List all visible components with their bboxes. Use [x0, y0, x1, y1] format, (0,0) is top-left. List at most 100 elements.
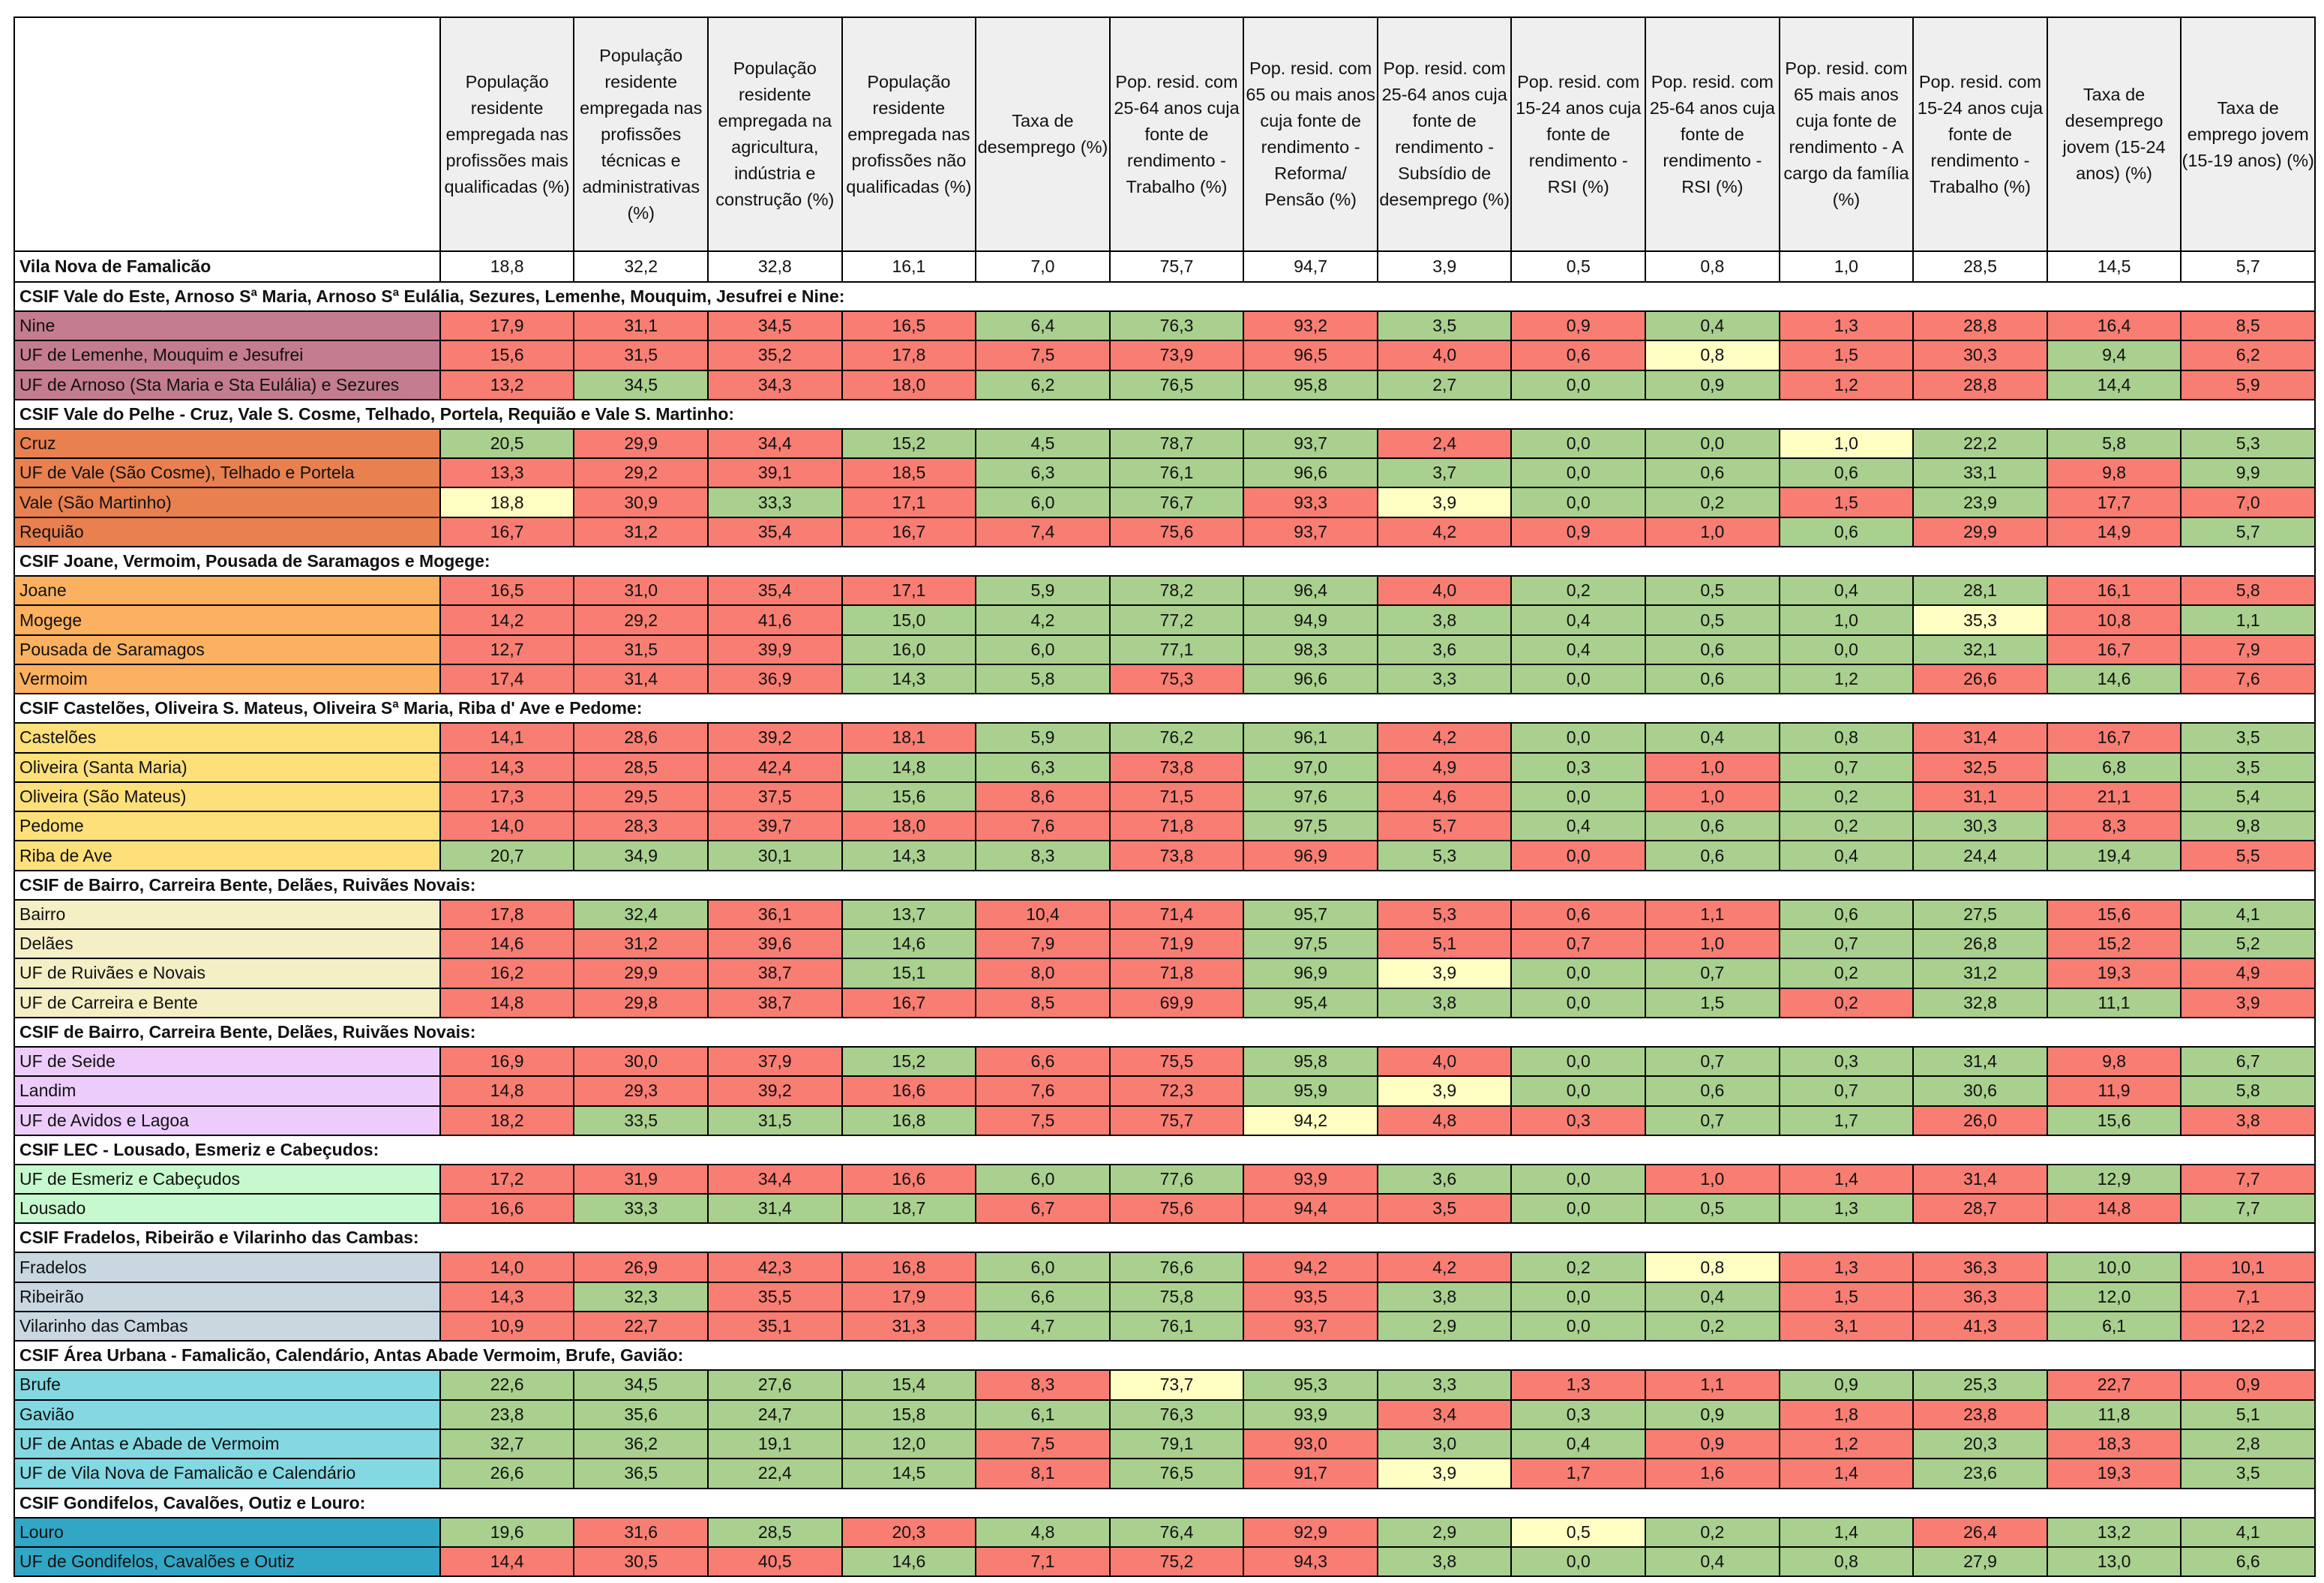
table-cell: 6,3	[975, 751, 1111, 783]
table-cell: 17,7	[2046, 487, 2182, 518]
group-header-row: CSIF Fradelos, Ribeirão e Vilarinho das …	[13, 1222, 2316, 1254]
table-cell: 39,7	[707, 811, 843, 842]
table-cell: 71,5	[1108, 781, 1245, 813]
table-cell: 34,5	[573, 1369, 709, 1401]
table-cell: 1,2	[1778, 369, 1915, 400]
table-cell: 16,7	[841, 987, 977, 1018]
row-label: UF de Carreira e Bente	[13, 987, 441, 1018]
table-cell: 0,6	[1510, 898, 1647, 931]
table-cell: 1,6	[1645, 1458, 1780, 1489]
group-title: CSIF Joane, Vermoim, Pousada de Saramago…	[13, 546, 2316, 577]
table-cell: 14,6	[841, 928, 977, 960]
table-cell: 12,0	[2046, 1281, 2182, 1313]
table-cell: 15,6	[2046, 1105, 2182, 1136]
table-cell: 0,7	[1778, 928, 1915, 960]
table-cell: 5,9	[2180, 369, 2316, 400]
table-cell: 13,0	[2046, 1546, 2182, 1578]
table-cell: 1,0	[1778, 250, 1915, 283]
table-cell: 26,6	[439, 1458, 575, 1489]
table-cell: 4,5	[975, 427, 1111, 460]
table-cell: 3,3	[1376, 663, 1513, 695]
table-cell: 6,6	[975, 1045, 1111, 1078]
table-cell: 4,0	[1376, 575, 1513, 607]
table-cell: 5,3	[2180, 427, 2316, 460]
header-corner	[13, 16, 441, 252]
table-cell: 30,5	[573, 1546, 709, 1578]
table-cell: 36,1	[707, 898, 843, 931]
table-cell: 73,7	[1108, 1369, 1245, 1401]
table-cell: 0,2	[1778, 987, 1915, 1018]
table-cell: 0,3	[1778, 1045, 1915, 1078]
table-cell: 0,9	[1510, 310, 1647, 342]
table-cell: 13,2	[439, 369, 575, 400]
table-cell: 0,6	[1645, 663, 1780, 695]
table-cell: 1,3	[1778, 1193, 1915, 1225]
table-cell: 7,9	[2180, 634, 2316, 665]
table-cell: 1,4	[1778, 1163, 1915, 1195]
table-cell: 29,3	[573, 1075, 709, 1107]
table-cell: 94,3	[1243, 1546, 1378, 1578]
row-label: UF de Antas e Abade de Vermoim	[13, 1428, 441, 1460]
table-cell: 9,9	[2180, 457, 2316, 489]
row-label: Castelões	[13, 722, 441, 754]
row-label: Joane	[13, 575, 441, 607]
table-cell: 78,2	[1108, 575, 1245, 607]
table-cell: 15,4	[841, 1369, 977, 1401]
table-cell: 36,2	[573, 1428, 709, 1460]
table-cell: 30,3	[1912, 811, 2048, 842]
table-cell: 1,3	[1778, 310, 1915, 342]
table-cell: 4,7	[975, 1311, 1111, 1342]
table-cell: 31,2	[1912, 958, 2048, 989]
table-cell: 15,6	[439, 340, 575, 371]
table-cell: 3,9	[1376, 1458, 1513, 1489]
table-cell: 2,7	[1376, 369, 1513, 400]
table-cell: 6,3	[975, 457, 1111, 489]
table-cell: 0,2	[1778, 958, 1915, 989]
row-label: Pedome	[13, 811, 441, 842]
table-cell: 95,8	[1243, 369, 1378, 400]
table-cell: 0,7	[1778, 751, 1915, 783]
table-cell: 95,3	[1243, 1369, 1378, 1401]
table-cell: 14,9	[2046, 516, 2182, 548]
table-cell: 7,5	[975, 340, 1111, 371]
table-cell: 6,1	[975, 1399, 1111, 1430]
table-cell: 32,4	[573, 898, 709, 931]
group-header-row: CSIF de Bairro, Carreira Bente, Delães, …	[13, 1016, 2316, 1048]
table-cell: 0,0	[1510, 427, 1647, 460]
table-cell: 3,5	[1376, 1193, 1513, 1225]
table-cell: 0,4	[1645, 310, 1780, 342]
table-cell: 5,4	[2180, 781, 2316, 813]
table-cell: 3,4	[1376, 1399, 1513, 1430]
table-cell: 0,3	[1510, 1105, 1647, 1136]
group-title: CSIF de Bairro, Carreira Bente, Delães, …	[13, 869, 2316, 901]
table-cell: 0,0	[1510, 1281, 1647, 1313]
table-cell: 20,3	[1912, 1428, 2048, 1460]
table-row: Requião 16,7 31,2 35,4 16,7 7,4 75,6 93,7 4,2 0,9…	[13, 516, 2316, 548]
table-cell: 33,5	[573, 1105, 709, 1136]
table-cell: 7,1	[2180, 1281, 2316, 1313]
table-cell: 0,3	[1510, 1399, 1647, 1430]
table-cell: 1,0	[1645, 516, 1780, 548]
table-cell: 28,5	[707, 1516, 843, 1548]
row-label: Brufe	[13, 1369, 441, 1401]
table-cell: 12,7	[439, 634, 575, 665]
table-cell: 77,6	[1108, 1163, 1245, 1195]
table-cell: 7,7	[2180, 1193, 2316, 1225]
table-cell: 94,7	[1243, 250, 1378, 283]
table-cell: 31,5	[707, 1105, 843, 1136]
table-cell: 14,4	[439, 1546, 575, 1578]
column-header: Pop. resid. com 15-24 anos cuja fonte de…	[1912, 16, 2048, 252]
table-cell: 35,5	[707, 1281, 843, 1313]
table-cell: 26,6	[1912, 663, 2048, 695]
table-cell: 71,9	[1108, 928, 1245, 960]
table-row: Delães 14,6 31,2 39,6 14,6 7,9 71,9 97,5 5,1 0,7 1…	[13, 928, 2316, 960]
table-cell: 28,6	[573, 722, 709, 754]
group-header-row: CSIF Joane, Vermoim, Pousada de Saramago…	[13, 546, 2316, 577]
table-cell: 1,1	[1645, 1369, 1780, 1401]
table-cell: 7,6	[975, 1075, 1111, 1107]
table-cell: 1,5	[1778, 340, 1915, 371]
table-cell: 32,8	[707, 250, 843, 283]
table-cell: 13,3	[439, 457, 575, 489]
table-cell: 12,9	[2046, 1163, 2182, 1195]
table-cell: 8,6	[975, 781, 1111, 813]
